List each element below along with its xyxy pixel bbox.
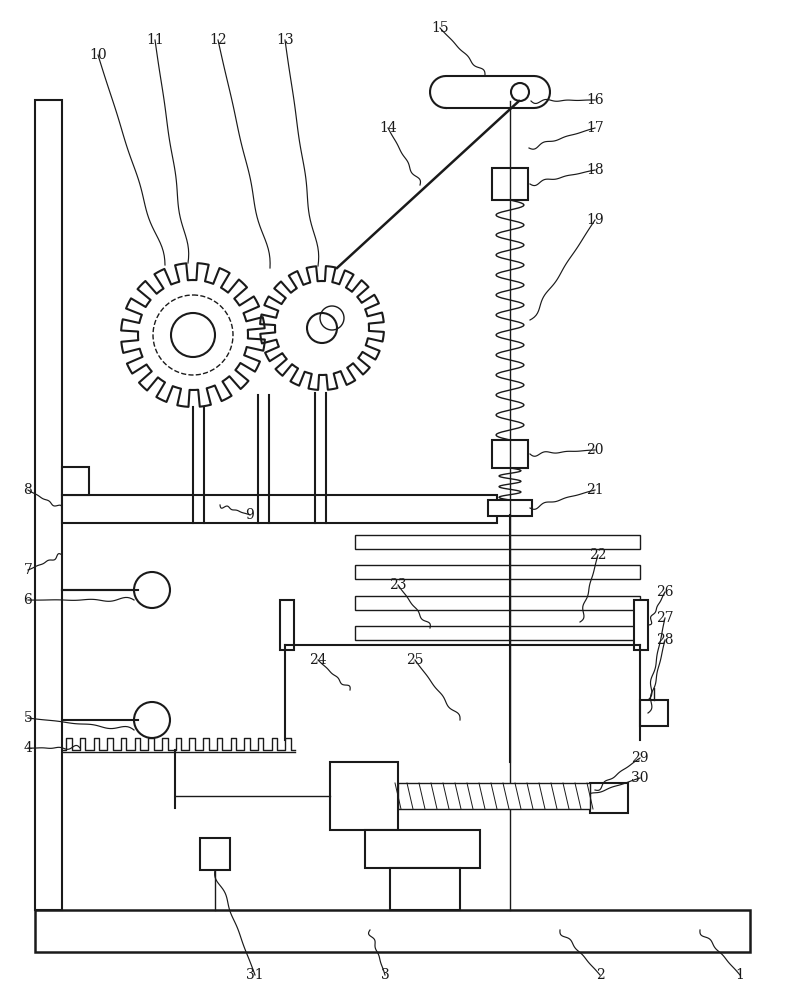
Bar: [200, 838, 230, 870]
Text: 4: 4: [24, 741, 32, 755]
Bar: [488, 500, 532, 516]
Bar: [355, 596, 640, 610]
Text: 20: 20: [586, 443, 604, 457]
Bar: [634, 600, 648, 650]
Text: 18: 18: [586, 163, 604, 177]
Text: 31: 31: [246, 968, 264, 982]
Circle shape: [134, 702, 170, 738]
Bar: [492, 168, 528, 200]
Text: 2: 2: [596, 968, 604, 982]
Text: 24: 24: [309, 653, 327, 667]
Bar: [62, 495, 497, 523]
Text: 12: 12: [209, 33, 227, 47]
Bar: [365, 830, 480, 868]
Text: 23: 23: [389, 578, 407, 592]
Bar: [640, 700, 668, 726]
Bar: [330, 762, 398, 830]
Text: 16: 16: [586, 93, 604, 107]
Bar: [35, 100, 62, 910]
Text: 13: 13: [276, 33, 293, 47]
Text: 15: 15: [431, 21, 448, 35]
Text: 30: 30: [631, 771, 649, 785]
Text: 14: 14: [379, 121, 397, 135]
Text: 28: 28: [657, 633, 674, 647]
Bar: [398, 783, 590, 809]
Bar: [355, 565, 640, 579]
Text: 9: 9: [246, 508, 255, 522]
Text: 3: 3: [380, 968, 389, 982]
Text: 11: 11: [146, 33, 164, 47]
Text: 1: 1: [736, 968, 744, 982]
Bar: [355, 626, 640, 640]
Text: 29: 29: [631, 751, 649, 765]
Text: 27: 27: [657, 611, 674, 625]
Bar: [62, 467, 89, 495]
Bar: [590, 783, 628, 813]
Text: 22: 22: [589, 548, 607, 562]
Text: 6: 6: [24, 593, 32, 607]
Text: 21: 21: [586, 483, 604, 497]
Text: 17: 17: [586, 121, 604, 135]
Text: 8: 8: [24, 483, 32, 497]
Text: 25: 25: [407, 653, 424, 667]
Text: 19: 19: [586, 213, 604, 227]
Bar: [355, 535, 640, 549]
Circle shape: [134, 572, 170, 608]
Bar: [35, 910, 750, 952]
Text: 7: 7: [24, 563, 32, 577]
Bar: [492, 440, 528, 468]
Text: 10: 10: [89, 48, 107, 62]
Bar: [390, 868, 460, 910]
Text: 26: 26: [657, 585, 674, 599]
Text: 5: 5: [24, 711, 32, 725]
Bar: [280, 600, 294, 650]
